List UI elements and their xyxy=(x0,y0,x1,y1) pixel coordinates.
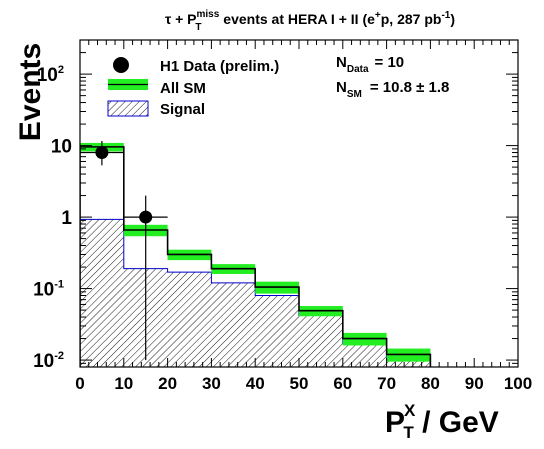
y-tick-label: 10 xyxy=(51,137,72,158)
data-point xyxy=(95,146,109,160)
y-tick-label: 10-2 xyxy=(33,350,64,372)
y-tick-label: 10-1 xyxy=(33,279,64,301)
x-tick-label: 10 xyxy=(114,374,133,393)
signal-bar xyxy=(80,219,124,367)
signal-bar xyxy=(167,272,212,367)
signal-bar xyxy=(211,282,256,367)
legend-label-sm: All SM xyxy=(160,80,206,97)
y-tick-label: 102 xyxy=(37,64,64,86)
x-tick-label: 40 xyxy=(246,374,265,393)
x-tick-label: 80 xyxy=(421,374,440,393)
legend-signal-swatch xyxy=(107,100,149,117)
x-tick-label: 50 xyxy=(290,374,309,393)
y-axis-label: Events xyxy=(14,43,47,141)
nsm-summary: NSM = 10.8 ± 1.8 xyxy=(336,79,449,100)
x-axis-ticks: 0 10 20 30 40 50 60 70 80 90 100 xyxy=(75,40,532,393)
x-tick-label: 70 xyxy=(377,374,396,393)
x-tick-label: 20 xyxy=(158,374,177,393)
x-tick-label: 60 xyxy=(333,374,352,393)
legend-label-signal: Signal xyxy=(160,101,205,118)
legend: H1 Data (prelim.) All SM Signal xyxy=(107,57,279,118)
chart-title: τ + Pmiss T events at HERA I + II (e+p, 2… xyxy=(165,9,455,33)
x-tick-label: 100 xyxy=(504,374,532,393)
y-tick-label: 1 xyxy=(61,208,72,229)
signal-bar xyxy=(299,315,343,367)
sm-line xyxy=(80,146,432,367)
legend-data-marker xyxy=(113,57,129,73)
sm-histogram-line xyxy=(80,146,432,367)
x-tick-label: 30 xyxy=(202,374,221,393)
data-points xyxy=(80,140,168,361)
signal-histogram xyxy=(80,218,431,367)
signal-bar xyxy=(342,343,387,367)
ndata-summary: NData = 10 xyxy=(336,54,404,75)
y-axis-ticks: 10-2 10-1 1 10 102 xyxy=(33,39,518,372)
legend-label-data: H1 Data (prelim.) xyxy=(160,58,279,75)
signal-bar xyxy=(255,295,299,367)
x-tick-label: 90 xyxy=(465,374,484,393)
signal-bar xyxy=(386,360,431,367)
data-point xyxy=(139,210,153,224)
x-tick-label: 0 xyxy=(75,374,84,393)
x-axis-label: PX T / GeV xyxy=(385,401,499,442)
